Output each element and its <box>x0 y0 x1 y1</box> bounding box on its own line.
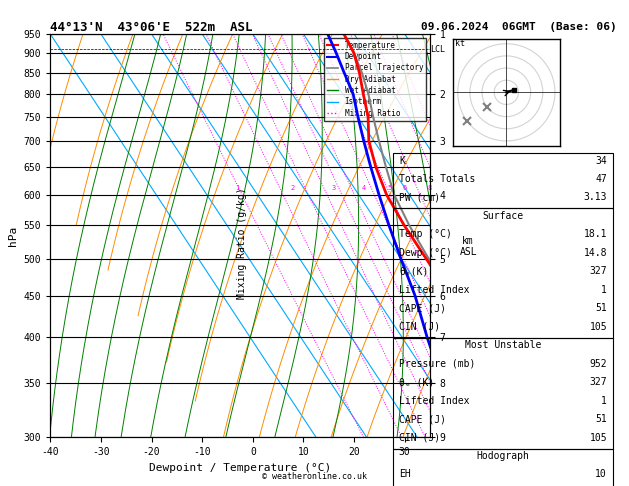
Text: 327: 327 <box>589 266 607 277</box>
Text: 51: 51 <box>595 414 607 424</box>
X-axis label: Dewpoint / Temperature (°C): Dewpoint / Temperature (°C) <box>149 463 331 473</box>
Y-axis label: km
ASL: km ASL <box>459 236 477 257</box>
Text: Totals Totals: Totals Totals <box>399 174 476 184</box>
Text: 09.06.2024  06GMT  (Base: 06): 09.06.2024 06GMT (Base: 06) <box>421 22 617 32</box>
Text: K: K <box>399 156 405 166</box>
Text: 6: 6 <box>402 185 406 191</box>
Legend: Temperature, Dewpoint, Parcel Trajectory, Dry Adiabat, Wet Adiabat, Isotherm, Mi: Temperature, Dewpoint, Parcel Trajectory… <box>324 38 426 121</box>
Text: CAPE (J): CAPE (J) <box>399 303 447 313</box>
Text: Mixing Ratio (g/kg): Mixing Ratio (g/kg) <box>237 187 247 299</box>
Text: 1: 1 <box>601 396 607 406</box>
Text: 51: 51 <box>595 303 607 313</box>
Text: 105: 105 <box>589 322 607 332</box>
Text: CIN (J): CIN (J) <box>399 322 440 332</box>
Text: 10: 10 <box>595 469 607 480</box>
Text: 3: 3 <box>331 185 336 191</box>
Text: Most Unstable: Most Unstable <box>465 340 542 350</box>
Text: © weatheronline.co.uk: © weatheronline.co.uk <box>262 472 367 481</box>
Text: CIN (J): CIN (J) <box>399 433 440 443</box>
Text: PW (cm): PW (cm) <box>399 192 440 203</box>
Text: Dewp (°C): Dewp (°C) <box>399 248 452 258</box>
Text: 1: 1 <box>235 185 240 191</box>
Text: EH: EH <box>399 469 411 480</box>
Text: Lifted Index: Lifted Index <box>399 285 470 295</box>
Text: 44°13'N  43°06'E  522m  ASL: 44°13'N 43°06'E 522m ASL <box>50 21 253 34</box>
Text: CAPE (J): CAPE (J) <box>399 414 447 424</box>
Text: Pressure (mb): Pressure (mb) <box>399 359 476 369</box>
Text: kt: kt <box>455 39 465 48</box>
Text: Lifted Index: Lifted Index <box>399 396 470 406</box>
Text: 5: 5 <box>387 185 391 191</box>
Text: θₑ (K): θₑ (K) <box>399 377 435 387</box>
Text: 952: 952 <box>589 359 607 369</box>
Text: 34: 34 <box>595 156 607 166</box>
Text: 3.13: 3.13 <box>584 192 607 203</box>
Text: 18.1: 18.1 <box>584 229 607 240</box>
Text: 1: 1 <box>601 285 607 295</box>
Text: 8: 8 <box>428 185 431 191</box>
Text: 105: 105 <box>589 433 607 443</box>
Text: 4: 4 <box>362 185 366 191</box>
Text: Surface: Surface <box>482 211 524 221</box>
Text: 327: 327 <box>589 377 607 387</box>
Text: θₑ(K): θₑ(K) <box>399 266 429 277</box>
Text: 2: 2 <box>291 185 295 191</box>
Text: Temp (°C): Temp (°C) <box>399 229 452 240</box>
Text: 14.8: 14.8 <box>584 248 607 258</box>
Text: LCL: LCL <box>430 45 445 53</box>
Text: 47: 47 <box>595 174 607 184</box>
Y-axis label: hPa: hPa <box>8 226 18 246</box>
Text: Hodograph: Hodograph <box>477 451 530 461</box>
